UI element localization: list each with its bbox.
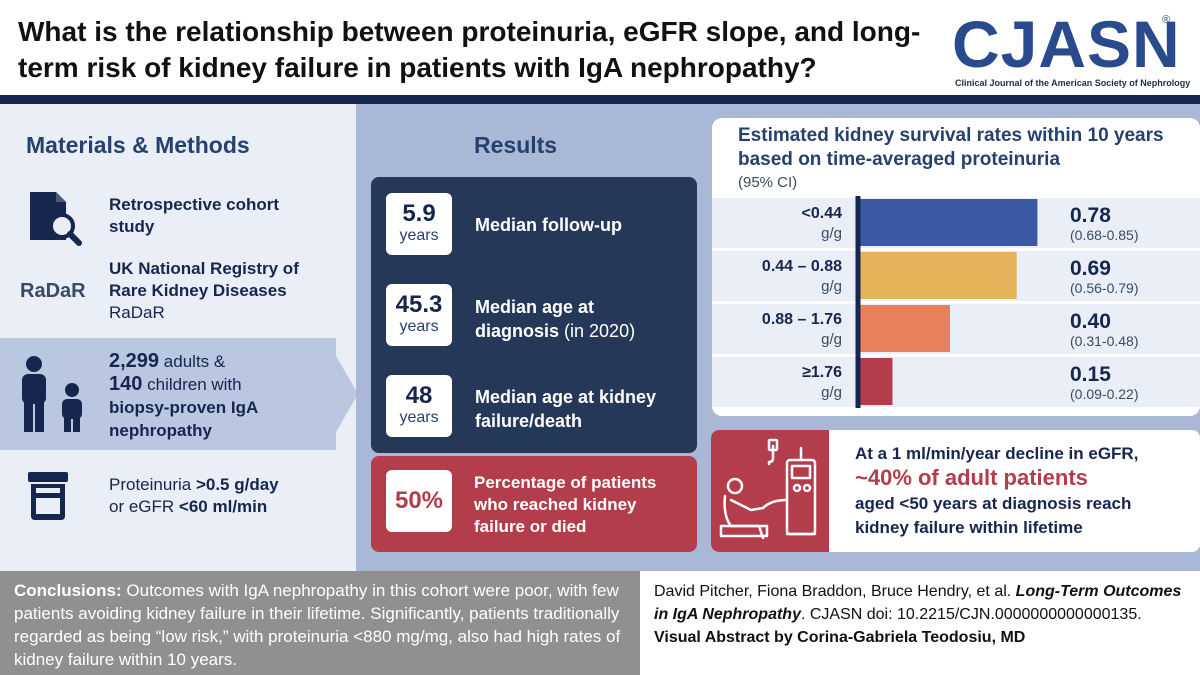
adults-count: 2,299 <box>109 350 160 372</box>
chart-value-label: 0.78 <box>1070 204 1111 227</box>
methods-panel: Materials & Methods Retrospective cohort… <box>0 104 358 571</box>
chart-unit-label: g/g <box>821 384 842 401</box>
adults-label: adults & <box>163 352 226 371</box>
conclusions-box: Conclusions: Outcomes with IgA nephropat… <box>0 571 640 675</box>
journal-full-name: Clinical Journal of the American Society… <box>955 78 1191 88</box>
egfr-line2: aged <50 years at diagnosis reach kidney… <box>855 494 1132 537</box>
chart-category-label: 0.44 – 0.88 <box>762 258 842 275</box>
page-title: What is the relationship between protein… <box>18 16 921 83</box>
logo-registered-mark: ® <box>1162 14 1171 26</box>
egfr-label: or eGFR <box>109 497 175 516</box>
methods-heading: Materials & Methods <box>26 132 250 158</box>
chart-ci-label: (0.31-0.48) <box>1070 333 1138 349</box>
stat-label-note: (in 2020) <box>564 321 636 341</box>
children-label: children with <box>147 375 242 394</box>
stat-label-age-diagnosis: Median age at diagnosis (in 2020) <box>475 295 675 343</box>
chart-ci-label: (0.09-0.22) <box>1070 386 1138 402</box>
document-search-icon <box>30 192 82 246</box>
chart-unit-label: g/g <box>821 278 842 295</box>
registry-name: UK National Registry of Rare Kidney Dise… <box>109 259 299 300</box>
registry-logo: RaDaR <box>20 280 86 302</box>
chart-subtitle: (95% CI) <box>738 174 798 191</box>
percent-value: 50% <box>394 487 444 514</box>
citation-doi: . CJASN doi: 10.2215/CJN.000000000000013… <box>800 606 1142 623</box>
egfr-value: <60 ml/min <box>178 497 268 516</box>
population-text: 2,299 adults & 140 children with biopsy-… <box>109 350 329 442</box>
study-type: Retrospective cohort study <box>109 195 280 236</box>
dialysis-panel <box>711 430 829 552</box>
chart-row-bg <box>712 304 1200 354</box>
chart-unit-label: g/g <box>821 331 842 348</box>
criteria-text: Proteinuria >0.5 g/day or eGFR <60 ml/mi… <box>109 474 339 518</box>
chart-bar <box>858 358 893 405</box>
chart-ci-label: (0.56-0.79) <box>1070 280 1138 296</box>
percent-label: Percentage of patients who reached kidne… <box>474 473 657 536</box>
urine-cup-icon <box>28 472 68 520</box>
chart-title: Estimated kidney survival rates within 1… <box>738 125 1164 170</box>
visual-abstract-credit: Visual Abstract by Corina-Gabriela Teodo… <box>654 629 1026 646</box>
stat-label-text: Median age at diagnosis <box>475 297 595 341</box>
egfr-box: At a 1 ml/min/year decline in eGFR, ~40%… <box>711 430 1200 552</box>
population-arrow <box>336 356 358 432</box>
conclusions-label: Conclusions: <box>14 581 122 600</box>
citation-authors: David Pitcher, Fiona Braddon, Bruce Hend… <box>654 583 1012 600</box>
prot-label: Proteinuria <box>109 475 192 494</box>
conclusions-text: Outcomes with IgA nephropathy in this co… <box>14 581 621 669</box>
dialysis-icon <box>719 438 817 540</box>
header-divider <box>0 95 1200 104</box>
chart-bar <box>858 199 1038 246</box>
registry-abbr: RaDaR <box>109 303 165 322</box>
citation-title: Long-Term Outcomes in IgA Nephropathy <box>654 583 1182 623</box>
egfr-text: At a 1 ml/min/year decline in eGFR, ~40%… <box>855 442 1185 540</box>
chart-unit-label: g/g <box>821 225 842 242</box>
chart-category-label: 0.88 – 1.76 <box>762 311 842 328</box>
chart-row-bg <box>712 357 1200 407</box>
children-count: 140 <box>109 373 143 395</box>
stat-unit: years <box>399 409 439 426</box>
chart-value-label: 0.40 <box>1070 310 1111 333</box>
adult-child-icon <box>22 356 82 432</box>
chart-ci-label: (0.68-0.85) <box>1070 227 1138 243</box>
stat-unit: years <box>399 227 439 244</box>
percent-box: 50% Percentage of patients who reached k… <box>371 456 697 552</box>
stat-value: 5.9 <box>402 200 436 227</box>
egfr-line1: At a 1 ml/min/year decline in eGFR, <box>855 444 1139 463</box>
chart-value-label: 0.69 <box>1070 257 1111 280</box>
survival-chart: Estimated kidney survival rates within 1… <box>712 118 1200 416</box>
results-heading: Results <box>474 132 558 158</box>
prot-value: >0.5 g/day <box>195 475 279 494</box>
chart-category-label: <0.44 <box>802 205 843 222</box>
results-stats-box: 5.9 years Median follow-up 45.3 years Me… <box>371 177 697 453</box>
stat-value: 48 <box>405 382 433 409</box>
chart-category-label: ≥1.76 <box>802 364 842 381</box>
chart-bar <box>858 252 1017 299</box>
chart-bar <box>858 305 950 352</box>
chart-value-label: 0.15 <box>1070 363 1111 386</box>
condition-label: biopsy-proven IgA nephropathy <box>109 398 258 440</box>
stat-unit: years <box>399 318 439 335</box>
citation: David Pitcher, Fiona Braddon, Bruce Hend… <box>654 580 1194 649</box>
stat-badge-age-failure: 48 years <box>386 375 452 437</box>
percent-badge: 50% <box>386 470 452 532</box>
egfr-highlight: ~40% of adult patients <box>855 465 1088 490</box>
population-box <box>0 338 336 450</box>
chart-plot: <0.44 g/g 0.78(0.68-0.85) 0.44 – 0.88 g/g 0.6… <box>712 196 1200 408</box>
header: What is the relationship between protein… <box>0 0 1200 96</box>
stat-badge-age-diagnosis: 45.3 years <box>386 284 452 346</box>
stat-label-age-failure: Median age at kidney failure/death <box>475 387 657 431</box>
journal-logo: CJASN <box>952 7 1181 81</box>
stat-label-followup: Median follow-up <box>475 215 622 235</box>
stat-value: 45.3 <box>395 291 443 318</box>
stat-badge-followup: 5.9 years <box>386 193 452 255</box>
